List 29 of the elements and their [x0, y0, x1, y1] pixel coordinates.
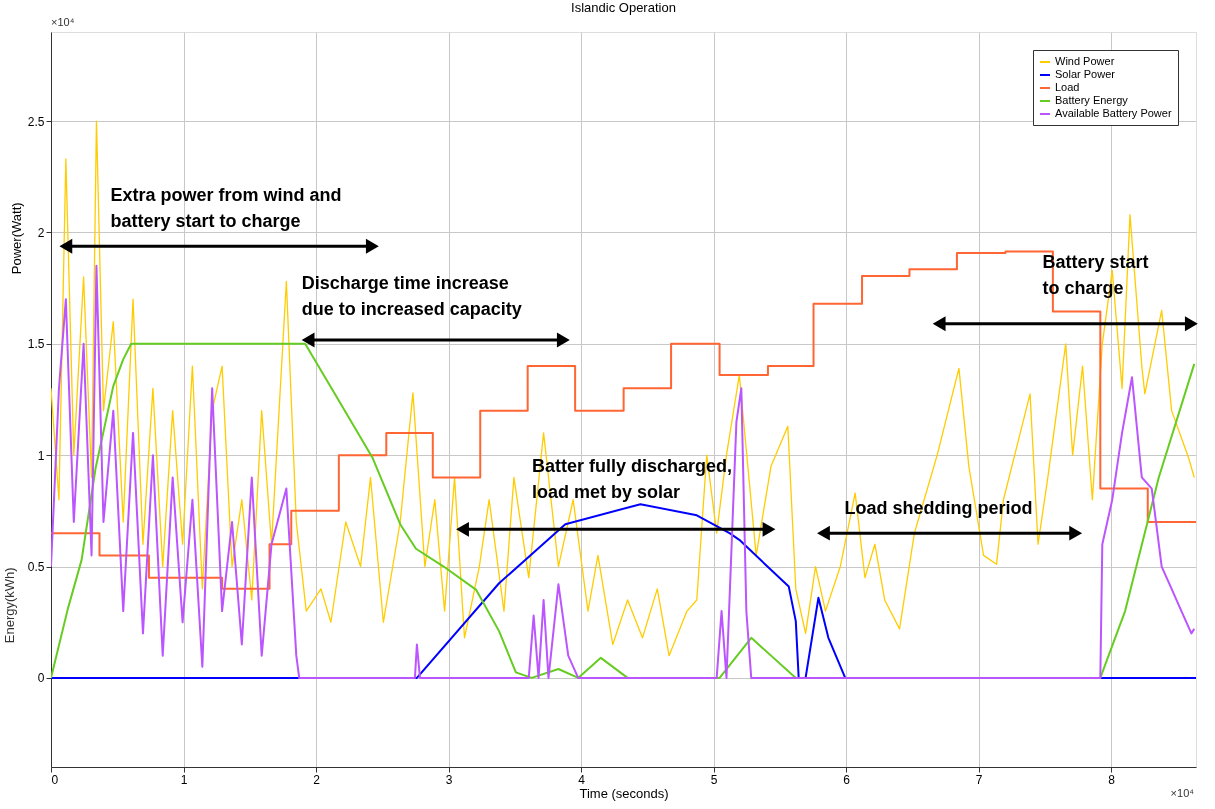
legend-label: Load: [1055, 81, 1080, 93]
y-axis-title: Power(Watt): [8, 202, 24, 275]
x-tick-label: 1: [180, 772, 188, 787]
legend-label: Battery Energy: [1055, 94, 1129, 106]
x-tick-label: 5: [710, 772, 718, 787]
y-tick-label: 0: [37, 671, 45, 686]
line-series: [51, 120, 1195, 657]
y-tick-label: 2: [37, 225, 45, 240]
legend-label: Solar Power: [1055, 68, 1116, 80]
x-tick-label: 2: [313, 772, 321, 787]
text: Energy(kWh): [2, 567, 17, 644]
text: ×10⁴: [51, 16, 75, 28]
x-tick-label: 0: [51, 772, 59, 787]
y-tick-label: 1.5: [27, 337, 45, 352]
x-axis-title: Time (seconds): [579, 785, 669, 801]
chart-title: Islandic Operation: [571, 0, 676, 15]
x-tick-label: 8: [1108, 772, 1116, 787]
legend-label: Wind Power: [1055, 55, 1115, 67]
y-tick-label: 2.5: [27, 114, 45, 129]
y-tick-label: 1: [37, 448, 45, 463]
y-tick-label: 0.5: [27, 560, 45, 575]
x-tick-label: 6: [843, 772, 851, 787]
annotation: Discharge time increase due to increased capacity: [301, 273, 522, 320]
x-tick-label: 7: [975, 772, 983, 787]
text: ×10⁴: [1170, 787, 1195, 799]
x-tick-label: 3: [445, 772, 453, 787]
legend-label: Available Battery Power: [1055, 107, 1172, 119]
x-tick-label: 4: [578, 772, 586, 787]
annotation: Extra power from wind and battery start to charge: [110, 185, 342, 232]
